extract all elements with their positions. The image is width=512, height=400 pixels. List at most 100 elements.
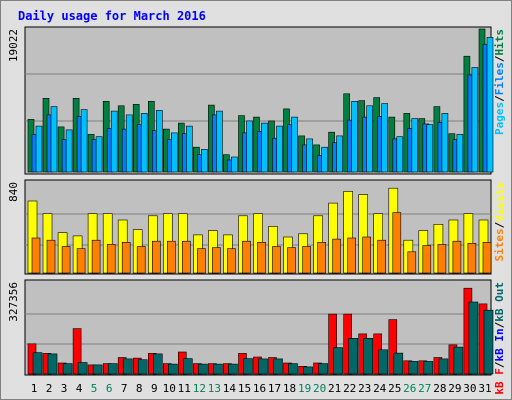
day-label-4: 4 [76,382,83,395]
day-label-14: 14 [223,382,237,395]
bar-kb-in-day-6 [107,363,118,375]
bar-kb-in-day-30 [468,301,479,375]
day-label-10: 10 [163,382,176,395]
legend-label: Sites/Visits [493,182,506,262]
bar-pages-day-8 [140,113,148,173]
bar-pages-day-11 [186,125,193,173]
bar-pages-day-29 [456,134,464,173]
day-label-8: 8 [136,382,143,395]
bar-pages-day-30 [471,67,479,173]
bar-sites-day-29 [452,240,462,274]
bar-kb-in-day-10 [168,363,178,375]
bar-sites-day-10 [167,240,176,274]
bar-sites-day-15 [242,240,251,274]
bar-sites-day-8 [136,246,146,274]
day-label-1: 1 [31,382,38,395]
bar-kb-in-day-2 [47,353,58,375]
legend-label: Pages/Files/Hits [493,29,506,135]
bar-sites-day-18 [287,247,296,274]
bar-kb-in-day-5 [92,364,103,375]
bar-sites-day-6 [106,244,116,274]
legend-entry: Sites [493,228,506,261]
bar-sites-day-14 [227,248,236,274]
legend-entry: kB Out [493,282,506,322]
bar-kb-out-day-4 [72,328,82,375]
day-label-20: 20 [313,382,326,395]
day-label-26: 26 [403,382,416,395]
bar-pages-day-18 [291,116,298,173]
bar-sites-day-13 [212,247,221,274]
bar-kb-in-day-16 [258,358,268,375]
legend-entry: kB F [493,368,506,395]
day-label-31: 31 [478,382,491,395]
bar-sites-day-2 [46,239,56,274]
legend-entry: / [493,361,506,368]
bar-pages-day-23 [366,105,374,173]
bar-pages-day-17 [276,125,283,173]
bar-pages-day-10 [171,132,178,173]
bar-pages-day-27 [426,124,434,173]
day-label-29: 29 [448,382,461,395]
bar-kb-in-day-23 [363,337,374,375]
bar-kb-in-day-18 [288,363,298,375]
bar-sites-day-27 [422,245,432,274]
max-value-label: 19022 [7,29,20,62]
bar-pages-day-24 [381,103,389,173]
bar-pages-day-15 [246,120,253,173]
bar-pages-day-6 [110,110,118,173]
bar-sites-day-31 [482,242,492,274]
bar-kb-in-day-7 [122,358,133,375]
bar-pages-day-25 [396,136,404,173]
day-label-22: 22 [343,382,356,395]
bar-sites-day-25 [392,212,402,274]
legend-entry: Files [493,62,506,95]
bar-kb-in-day-4 [77,362,88,375]
bar-kb-in-day-12 [198,363,208,375]
bar-sites-day-21 [332,238,341,274]
bar-kb-in-day-26 [408,361,419,375]
bar-sites-day-30 [467,243,477,274]
bar-pages-day-2 [50,106,58,173]
bar-sites-day-4 [76,248,86,274]
bar-kb-in-day-29 [453,346,464,375]
bar-kb-in-day-1 [32,352,43,375]
day-label-6: 6 [106,382,113,395]
bar-sites-day-22 [347,237,357,274]
day-label-21: 21 [328,382,341,395]
bar-kb-in-day-28 [438,358,449,375]
bar-sites-day-28 [437,244,447,274]
bar-sites-day-12 [197,248,206,274]
legend-entry: Hits [493,29,506,56]
day-label-17: 17 [268,382,281,395]
chart-title: Daily usage for March 2016 [18,9,206,23]
bar-kb-in-day-14 [228,363,238,375]
bar-sites-day-20 [317,242,326,274]
bar-kb-in-day-8 [137,359,148,375]
bar-pages-day-12 [201,149,208,173]
legend-label: kB F/kB In/kB Out [493,282,506,395]
bar-kb-in-day-31 [483,309,494,375]
bar-kb-in-day-20 [318,363,328,375]
day-label-7: 7 [121,382,128,395]
day-label-3: 3 [61,382,68,395]
bar-sites-day-3 [61,246,71,274]
bar-sites-day-5 [91,239,101,274]
day-label-25: 25 [388,382,401,395]
bar-kb-out-day-21 [328,313,337,375]
bar-kb-in-day-15 [243,358,253,375]
bar-kb-in-day-9 [153,353,163,375]
bar-pages-day-20 [321,146,328,173]
bar-pages-day-22 [351,101,359,173]
legend-entry: / [493,321,506,328]
bar-kb-out-day-25 [388,319,398,375]
bar-kb-in-day-25 [393,352,404,375]
day-label-18: 18 [283,382,296,395]
bar-kb-in-day-17 [273,358,283,375]
legend-entry: / [493,95,506,102]
bar-pages-day-21 [336,135,343,173]
legend-entry: / [493,55,506,62]
day-label-13: 13 [208,382,221,395]
legend-entry: Visits [493,182,506,222]
day-label-16: 16 [253,382,266,395]
